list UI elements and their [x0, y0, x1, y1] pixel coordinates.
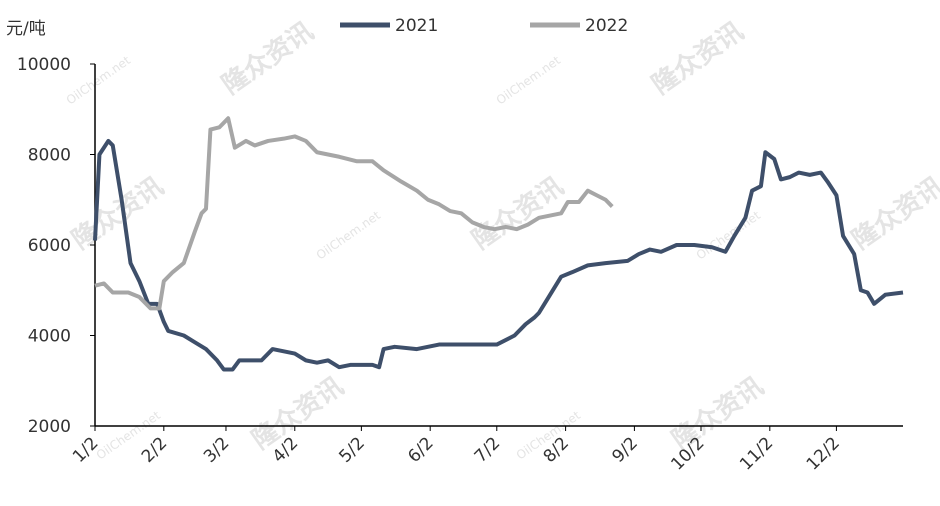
watermark: 隆众资讯 — [247, 371, 349, 455]
x-tick-label: 6/2 — [404, 433, 437, 466]
watermark: 隆众资讯 — [647, 16, 749, 100]
watermark-sub: OilChem.net — [314, 208, 383, 262]
watermark-sub: OilChem.net — [694, 208, 763, 262]
watermark-sub: OilChem.net — [494, 53, 563, 107]
y-tick-label: 8000 — [28, 146, 71, 166]
watermark: 隆众资讯 — [217, 16, 319, 100]
series-line — [94, 116, 614, 311]
x-tick-label: 3/2 — [200, 433, 233, 466]
x-tick-label: 7/2 — [471, 433, 504, 466]
y-tick-label: 6000 — [28, 236, 71, 256]
watermark: 隆众资讯 — [847, 171, 940, 255]
x-tick-label: 2/2 — [138, 433, 171, 466]
x-tick-label: 12/2 — [803, 433, 844, 474]
x-tick-label: 11/2 — [736, 433, 777, 474]
legend-label: 2021 — [395, 16, 438, 36]
y-tick-label: 2000 — [28, 417, 71, 437]
x-tick-label: 1/2 — [69, 433, 102, 466]
y-axis-label: 元/吨 — [6, 19, 46, 39]
legend-label: 2022 — [585, 16, 628, 36]
y-tick-label: 10000 — [17, 55, 71, 75]
series-line — [93, 138, 904, 372]
watermark-sub: OilChem.net — [64, 53, 133, 107]
y-tick-label: 4000 — [28, 327, 71, 347]
x-tick-label: 9/2 — [608, 433, 641, 466]
x-tick-label: 5/2 — [335, 433, 368, 466]
